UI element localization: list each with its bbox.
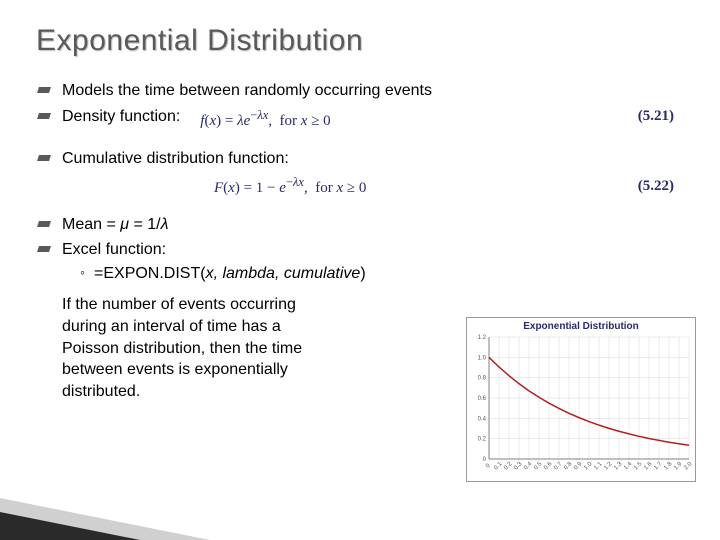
- svg-text:0.1: 0.1: [493, 461, 504, 472]
- svg-text:1.4: 1.4: [623, 461, 634, 472]
- bullet-density: Density function: f(x) = λe−λx, for x ≥ …: [36, 106, 684, 132]
- bullet-mean: Mean = μ = 1/λ: [36, 214, 684, 236]
- svg-text:0.6: 0.6: [478, 396, 487, 402]
- svg-text:1.1: 1.1: [593, 461, 604, 472]
- eqnum-5-22: (5.22): [638, 176, 684, 196]
- svg-text:0.8: 0.8: [478, 376, 487, 382]
- mean-prefix: Mean =: [62, 216, 120, 233]
- bullet-excel: Excel function: =EXPON.DIST(x, lambda, c…: [36, 239, 684, 284]
- sub-expon-dist: =EXPON.DIST(x, lambda, cumulative): [80, 263, 684, 285]
- svg-text:0: 0: [485, 463, 492, 470]
- svg-text:0.3: 0.3: [513, 461, 524, 472]
- exponential-chart: Exponential Distribution 0 0.2 0.4 0.6 0.8 1.…: [466, 317, 696, 482]
- bullet-models: Models the time between randomly occurri…: [36, 80, 684, 102]
- svg-text:1.0: 1.0: [583, 461, 594, 472]
- cdf-formula: F(x) = 1 − e−λx, for x ≥ 0: [212, 173, 368, 199]
- density-formula: f(x) = λe−λx, for x ≥ 0: [198, 106, 332, 132]
- svg-text:0.9: 0.9: [573, 461, 584, 472]
- eqnum-5-21: (5.21): [638, 106, 684, 126]
- mean-mid: = 1/: [129, 216, 161, 233]
- svg-text:1.8: 1.8: [663, 461, 674, 472]
- svg-text:1.0: 1.0: [478, 355, 487, 361]
- svg-text:0.2: 0.2: [503, 461, 514, 472]
- svg-text:1.3: 1.3: [613, 461, 624, 472]
- corner-decoration: [0, 480, 260, 540]
- svg-text:0.6: 0.6: [543, 461, 554, 472]
- bullet-cdf: Cumulative distribution function:: [36, 148, 684, 170]
- svg-text:0: 0: [483, 457, 487, 463]
- svg-text:0.5: 0.5: [533, 461, 544, 472]
- svg-text:0.7: 0.7: [553, 461, 564, 472]
- svg-text:0.4: 0.4: [478, 416, 487, 422]
- svg-text:1.2: 1.2: [603, 461, 614, 472]
- poisson-paragraph: If the number of events occurring during…: [36, 294, 336, 402]
- mean-mu: μ: [120, 216, 129, 233]
- excel-label: Excel function:: [62, 241, 166, 258]
- svg-text:1.2: 1.2: [478, 335, 487, 341]
- density-label: Density function:: [62, 106, 180, 128]
- chart-title: Exponential Distribution: [467, 318, 695, 333]
- chart-svg: 00.20.40.60.81.01.200.10.20.30.40.50.60.…: [467, 333, 695, 479]
- slide-title: Exponential Distribution: [36, 24, 684, 58]
- svg-text:0.4: 0.4: [523, 461, 534, 472]
- svg-text:0.8: 0.8: [563, 461, 574, 472]
- svg-text:1.6: 1.6: [643, 461, 654, 472]
- svg-text:1.7: 1.7: [653, 461, 664, 472]
- svg-text:0.2: 0.2: [478, 437, 487, 443]
- svg-text:2.0: 2.0: [683, 461, 694, 472]
- svg-text:1.5: 1.5: [633, 461, 644, 472]
- svg-text:1.9: 1.9: [673, 461, 684, 472]
- mean-lambda: λ: [161, 216, 169, 233]
